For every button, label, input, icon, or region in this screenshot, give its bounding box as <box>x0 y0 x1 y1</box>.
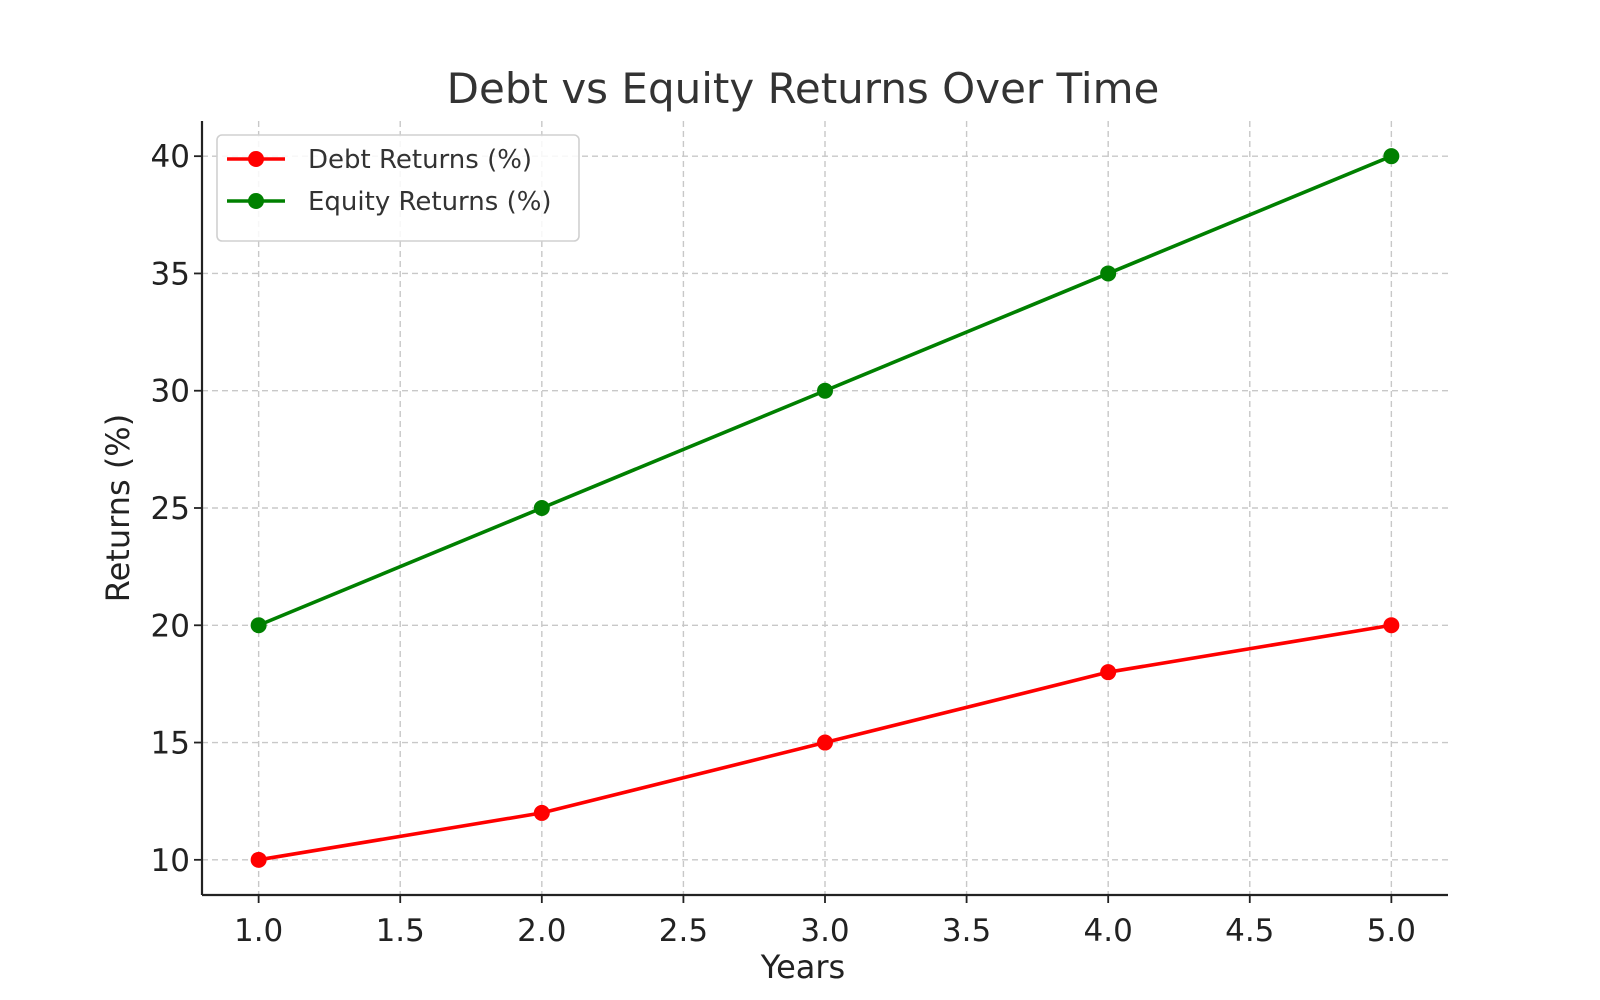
y-tick-label: 35 <box>151 256 190 292</box>
y-tick-label: 15 <box>151 726 190 762</box>
x-tick-label: 4.5 <box>1225 913 1274 949</box>
legend-marker <box>248 151 264 167</box>
y-tick-label: 40 <box>151 139 190 175</box>
x-tick-label: 1.0 <box>234 913 283 949</box>
x-tick-label: 2.5 <box>659 913 708 949</box>
legend-label: Debt Returns (%) <box>308 145 532 175</box>
data-point <box>1100 265 1116 281</box>
x-tick-label: 5.0 <box>1367 913 1416 949</box>
y-axis-label: Returns (%) <box>99 414 137 602</box>
y-tick-label: 20 <box>151 608 190 644</box>
y-axis-ticks: 10 15 20 25 30 35 40 <box>151 139 202 879</box>
data-point <box>534 500 550 516</box>
data-point <box>251 617 267 633</box>
legend: Debt Returns (%) Equity Returns (%) <box>217 135 579 241</box>
x-tick-label: 3.0 <box>800 913 849 949</box>
y-tick-label: 30 <box>151 374 190 410</box>
y-tick-label: 10 <box>151 843 190 879</box>
data-point <box>251 852 267 868</box>
data-point <box>817 383 833 399</box>
x-tick-label: 1.5 <box>376 913 425 949</box>
data-point <box>534 805 550 821</box>
x-tick-label: 3.5 <box>942 913 991 949</box>
y-tick-label: 25 <box>151 491 190 527</box>
legend-label: Equity Returns (%) <box>308 187 552 217</box>
data-point <box>1100 664 1116 680</box>
x-tick-label: 2.0 <box>517 913 566 949</box>
data-point <box>1383 617 1399 633</box>
data-point <box>1383 148 1399 164</box>
chart-title: Debt vs Equity Returns Over Time <box>447 64 1160 113</box>
data-point <box>817 735 833 751</box>
x-tick-label: 4.0 <box>1084 913 1133 949</box>
legend-marker <box>248 193 264 209</box>
x-axis-ticks: 1.0 1.5 2.0 2.5 3.0 3.5 4.0 4.5 5.0 <box>234 895 1416 949</box>
x-axis-label: Years <box>760 948 845 986</box>
